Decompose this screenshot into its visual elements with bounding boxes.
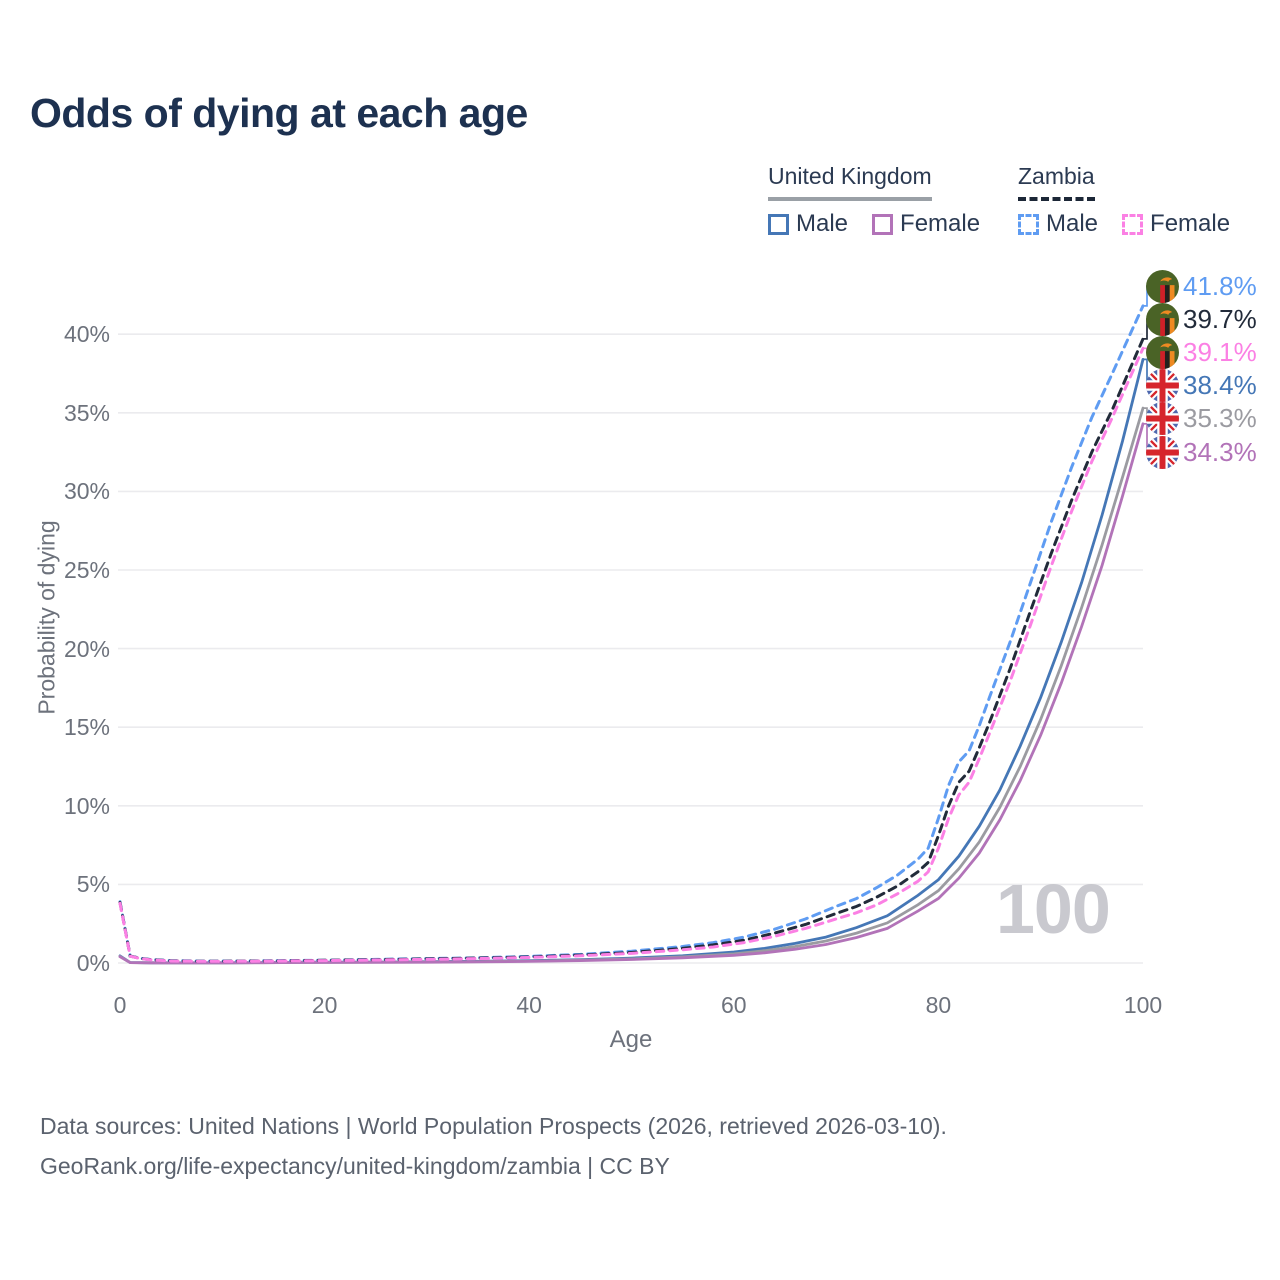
y-tick-15%: 15% xyxy=(63,714,110,741)
legend-country-zambia[interactable]: Zambia xyxy=(1018,163,1095,201)
series-line-zambia-female[interactable] xyxy=(118,346,1145,963)
zambia-flag-icon xyxy=(1146,302,1179,336)
license-line: GeoRank.org/life-expectancy/united-kingd… xyxy=(40,1153,670,1179)
end-value: 39.1% xyxy=(1183,336,1257,367)
uk-male-swatch-icon xyxy=(768,213,789,235)
end-value: 34.3% xyxy=(1183,436,1257,467)
y-tick-10%: 10% xyxy=(63,792,110,819)
end-label-zambia-female: 39.1% xyxy=(1146,335,1257,369)
legend-label-uk-female: Female xyxy=(900,210,981,237)
end-value: 38.4% xyxy=(1183,370,1257,401)
data-sources-line: Data sources: United Nations | World Pop… xyxy=(40,1113,947,1139)
x-tick-20: 20 xyxy=(311,992,338,1018)
legend-label-zambia-female: Female xyxy=(1150,210,1231,237)
legend-group-zambia: Zambia Male Female xyxy=(1018,163,1230,238)
y-tick-20%: 20% xyxy=(63,635,110,662)
end-label-uk-male: 38.4% xyxy=(1146,369,1257,403)
uk-flag-icon xyxy=(1146,369,1179,403)
y-tick-40%: 40% xyxy=(63,321,110,348)
uk-female-swatch-icon xyxy=(872,213,894,235)
end-value: 39.7% xyxy=(1183,303,1257,334)
page-title: Odds of dying at each age xyxy=(30,90,528,136)
end-label-uk-both: 35.3% xyxy=(1146,402,1257,436)
age-100-annotation: 100 xyxy=(996,870,1111,948)
zambia-male-swatch-icon xyxy=(1018,213,1039,235)
y-tick-30%: 30% xyxy=(63,478,110,505)
uk-flag-icon xyxy=(1146,435,1179,469)
legend-item-zambia-female[interactable]: Female xyxy=(1122,210,1230,238)
legend-country-united-kingdom[interactable]: United Kingdom xyxy=(768,163,932,201)
zambia-flag-icon xyxy=(1146,335,1179,369)
end-value: 41.8% xyxy=(1183,270,1257,301)
y-tick-35%: 35% xyxy=(63,399,110,426)
legend-item-uk-female[interactable]: Female xyxy=(872,210,980,238)
x-tick-80: 80 xyxy=(925,992,952,1018)
end-label-zambia-male: 41.8% xyxy=(1146,269,1257,303)
y-tick-5%: 5% xyxy=(76,871,110,898)
y-tick-25%: 25% xyxy=(63,557,110,583)
legend-group-united-kingdom: United Kingdom Male Female xyxy=(768,163,980,238)
series-line-zambia-male[interactable] xyxy=(118,304,1145,963)
legend-item-uk-male[interactable]: Male xyxy=(768,210,848,238)
series-line-united-kingdom-female[interactable] xyxy=(118,422,1145,965)
y-tick-0%: 0% xyxy=(76,950,110,976)
x-axis-title: Age xyxy=(609,1026,653,1053)
legend-label-uk-male: Male xyxy=(796,210,849,237)
uk-flag-icon xyxy=(1146,402,1179,436)
x-tick-40: 40 xyxy=(516,992,542,1018)
source-attribution: Data sources: United Nations | World Pop… xyxy=(40,1106,947,1186)
end-value: 35.3% xyxy=(1183,403,1257,434)
end-label-zambia-both: 39.7% xyxy=(1146,302,1257,336)
legend-item-zambia-male[interactable]: Male xyxy=(1018,210,1098,238)
x-tick-60: 60 xyxy=(721,992,747,1018)
end-label-uk-female: 34.3% xyxy=(1146,435,1257,469)
zambia-female-swatch-icon xyxy=(1122,213,1144,235)
series-line-zambia-both-sexes[interactable] xyxy=(118,337,1145,963)
zambia-flag-icon xyxy=(1146,269,1179,303)
legend-label-zambia-male: Male xyxy=(1046,210,1099,237)
x-tick-0: 0 xyxy=(113,992,127,1018)
series-line-united-kingdom-male[interactable] xyxy=(118,358,1145,965)
x-tick-100: 100 xyxy=(1123,992,1163,1018)
y-axis-title: Probability of dying xyxy=(33,520,60,715)
